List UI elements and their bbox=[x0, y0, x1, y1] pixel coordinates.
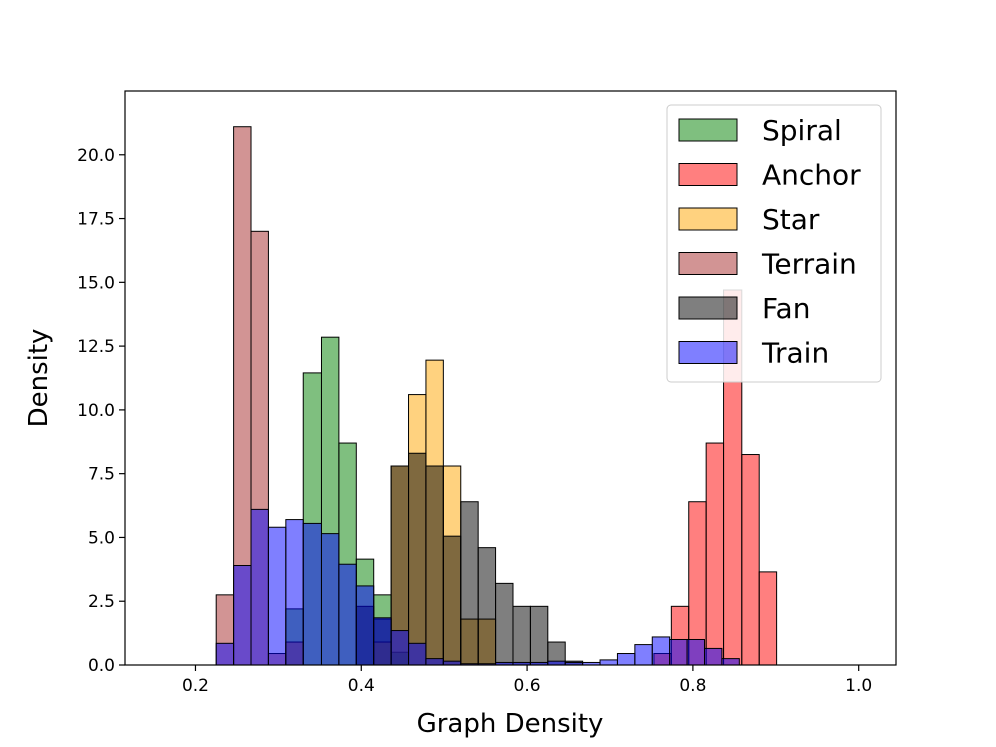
bar-fan-5 bbox=[442, 535, 462, 666]
bar-train-5 bbox=[302, 522, 322, 666]
series-fan bbox=[355, 452, 584, 666]
legend-label: Anchor bbox=[762, 159, 861, 192]
bar-anchor-4 bbox=[741, 454, 760, 666]
legend-item-star: Star bbox=[678, 203, 820, 236]
bar-anchor-2 bbox=[705, 442, 725, 666]
y-tick-label: 12.5 bbox=[77, 337, 115, 357]
plot-frame bbox=[124, 90, 897, 666]
y-tick-label: 0.0 bbox=[88, 656, 115, 676]
legend-item-train: Train bbox=[678, 337, 829, 370]
legend-swatch bbox=[678, 252, 738, 275]
legend-item-anchor: Anchor bbox=[678, 159, 861, 192]
bar-train-2 bbox=[250, 508, 269, 666]
bar-train-22 bbox=[599, 659, 618, 666]
bar-fan-4 bbox=[425, 465, 444, 666]
bar-train-28 bbox=[703, 647, 723, 666]
legend-item-spiral: Spiral bbox=[678, 114, 842, 147]
legend-swatch bbox=[678, 118, 738, 142]
y-tick-label: 10.0 bbox=[77, 401, 115, 421]
bar-fan-8 bbox=[495, 582, 514, 666]
x-tick-label: 0.8 bbox=[679, 676, 706, 696]
y-tick-label: 2.5 bbox=[88, 592, 115, 612]
bar-train-9 bbox=[373, 617, 392, 666]
bar-train-4 bbox=[285, 519, 304, 666]
bar-train-3 bbox=[267, 526, 287, 666]
x-tick-label: 0.2 bbox=[182, 676, 209, 696]
legend-swatch bbox=[678, 207, 738, 231]
legend-swatch bbox=[678, 296, 738, 320]
bar-fan-3 bbox=[408, 452, 427, 666]
bar-train-1 bbox=[233, 565, 252, 666]
bar-train-24 bbox=[634, 644, 653, 666]
y-tick-label: 17.5 bbox=[77, 210, 115, 230]
x-axis: 0.2 0.4 0.6 0.8 1.0 bbox=[182, 665, 872, 696]
x-tick-label: 1.0 bbox=[845, 676, 872, 696]
y-tick-label: 7.5 bbox=[88, 465, 115, 485]
y-axis: 0.0 2.5 5.0 7.5 10.0 12.5 15.0 17.5 20.0 bbox=[77, 146, 125, 676]
bar-train-6 bbox=[320, 533, 340, 666]
bar-train-0 bbox=[215, 642, 235, 666]
y-tick-label: 5.0 bbox=[88, 528, 115, 548]
legend-label: Spiral bbox=[762, 114, 842, 147]
bar-fan-7 bbox=[477, 547, 497, 666]
y-tick-label: 15.0 bbox=[77, 273, 115, 293]
legend-item-fan: Fan bbox=[678, 292, 810, 325]
legend-item-terrain: Terrain bbox=[678, 248, 857, 281]
bar-fan-10 bbox=[529, 605, 549, 666]
legend-swatch bbox=[678, 341, 738, 364]
bar-train-8 bbox=[355, 585, 375, 666]
bar-train-25 bbox=[651, 636, 671, 666]
bar-train-12 bbox=[425, 658, 444, 666]
legend-label: Fan bbox=[762, 292, 810, 325]
legend-label: Star bbox=[762, 203, 820, 236]
legend-label: Train bbox=[761, 337, 829, 370]
bar-train-11 bbox=[408, 642, 427, 666]
bar-fan-6 bbox=[460, 501, 479, 666]
bar-train-7 bbox=[338, 563, 357, 666]
bar-fan-9 bbox=[512, 605, 531, 666]
bar-anchor-5 bbox=[758, 571, 778, 666]
y-tick-label: 20.0 bbox=[77, 146, 115, 166]
x-tick-label: 0.4 bbox=[348, 676, 375, 696]
y-axis-label: Density bbox=[24, 329, 54, 428]
bar-train-10 bbox=[390, 630, 410, 666]
legend-swatch bbox=[678, 163, 738, 186]
bar-train-26 bbox=[669, 638, 688, 666]
legend-label: Terrain bbox=[761, 248, 857, 281]
bar-train-23 bbox=[616, 653, 636, 666]
bar-train-29 bbox=[721, 658, 740, 666]
bar-train-27 bbox=[686, 638, 705, 666]
x-axis-label: Graph Density bbox=[417, 709, 604, 739]
legend: Spiral Anchor Star Terrain Fan Train bbox=[666, 104, 882, 383]
x-tick-label: 0.6 bbox=[514, 676, 541, 696]
